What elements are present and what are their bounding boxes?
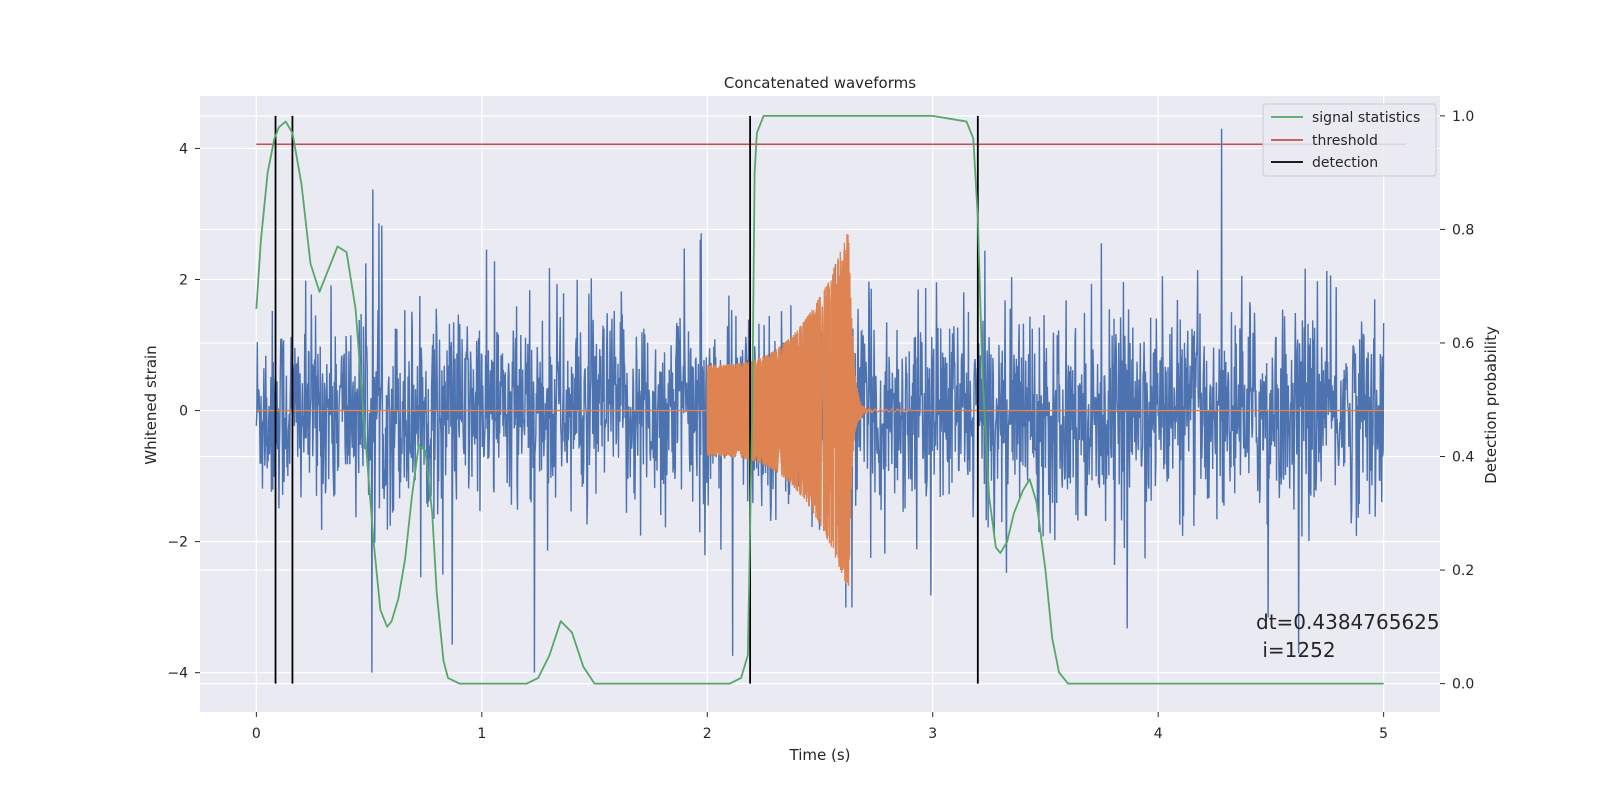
right-y-tick-label: 0.8 <box>1452 222 1474 238</box>
detection-lines <box>274 115 979 684</box>
left-y-axis-label: Whitened strain <box>142 345 160 464</box>
x-tick-label: 5 <box>1379 726 1388 742</box>
injected-waveform-series <box>256 234 1384 586</box>
x-tick-label: 0 <box>252 726 261 742</box>
right-y-tick-label: 1.0 <box>1452 109 1474 125</box>
right-y-tick-label: 0.0 <box>1452 677 1474 693</box>
x-tick-label: 3 <box>928 726 937 742</box>
grid <box>200 96 1440 712</box>
right-y-tick-label: 0.6 <box>1452 336 1474 352</box>
annotation-index: i=1252 <box>1256 638 1336 662</box>
left-y-tick-label: 0 <box>179 404 188 420</box>
injected-waveform-line <box>256 234 1384 586</box>
x-tick-label: 2 <box>703 726 712 742</box>
legend-label-detection: detection <box>1312 155 1378 171</box>
left-y-tick-label: −2 <box>167 535 188 551</box>
x-tick-label: 4 <box>1154 726 1163 742</box>
signal-statistics-line <box>255 114 1384 685</box>
right-y-tick-label: 0.4 <box>1452 450 1474 466</box>
signal-statistics-series <box>255 114 1384 685</box>
left-y-tick-label: 4 <box>179 141 188 157</box>
right-y-axis-ticks: 0.0 0.2 0.4 0.6 0.8 1.0 <box>1440 109 1474 693</box>
left-y-axis-ticks: −4 −2 0 2 4 <box>167 141 200 682</box>
x-axis-ticks: 0 1 2 3 4 5 <box>252 712 1388 742</box>
x-tick-label: 1 <box>477 726 486 742</box>
left-y-tick-label: −4 <box>167 666 188 682</box>
legend: signal statistics threshold detection <box>1262 103 1437 177</box>
chart-title: Concatenated waveforms <box>724 74 916 92</box>
left-y-tick-label: 2 <box>179 272 188 288</box>
right-y-tick-label: 0.2 <box>1452 563 1474 579</box>
legend-label-threshold: threshold <box>1312 133 1378 149</box>
right-y-axis-label: Detection probability <box>1482 326 1500 484</box>
legend-label-signal-statistics: signal statistics <box>1312 110 1420 126</box>
x-axis-label: Time (s) <box>789 746 851 764</box>
annotation-dt: dt=0.4384765625 <box>1256 610 1440 634</box>
legend-box <box>1262 103 1437 177</box>
